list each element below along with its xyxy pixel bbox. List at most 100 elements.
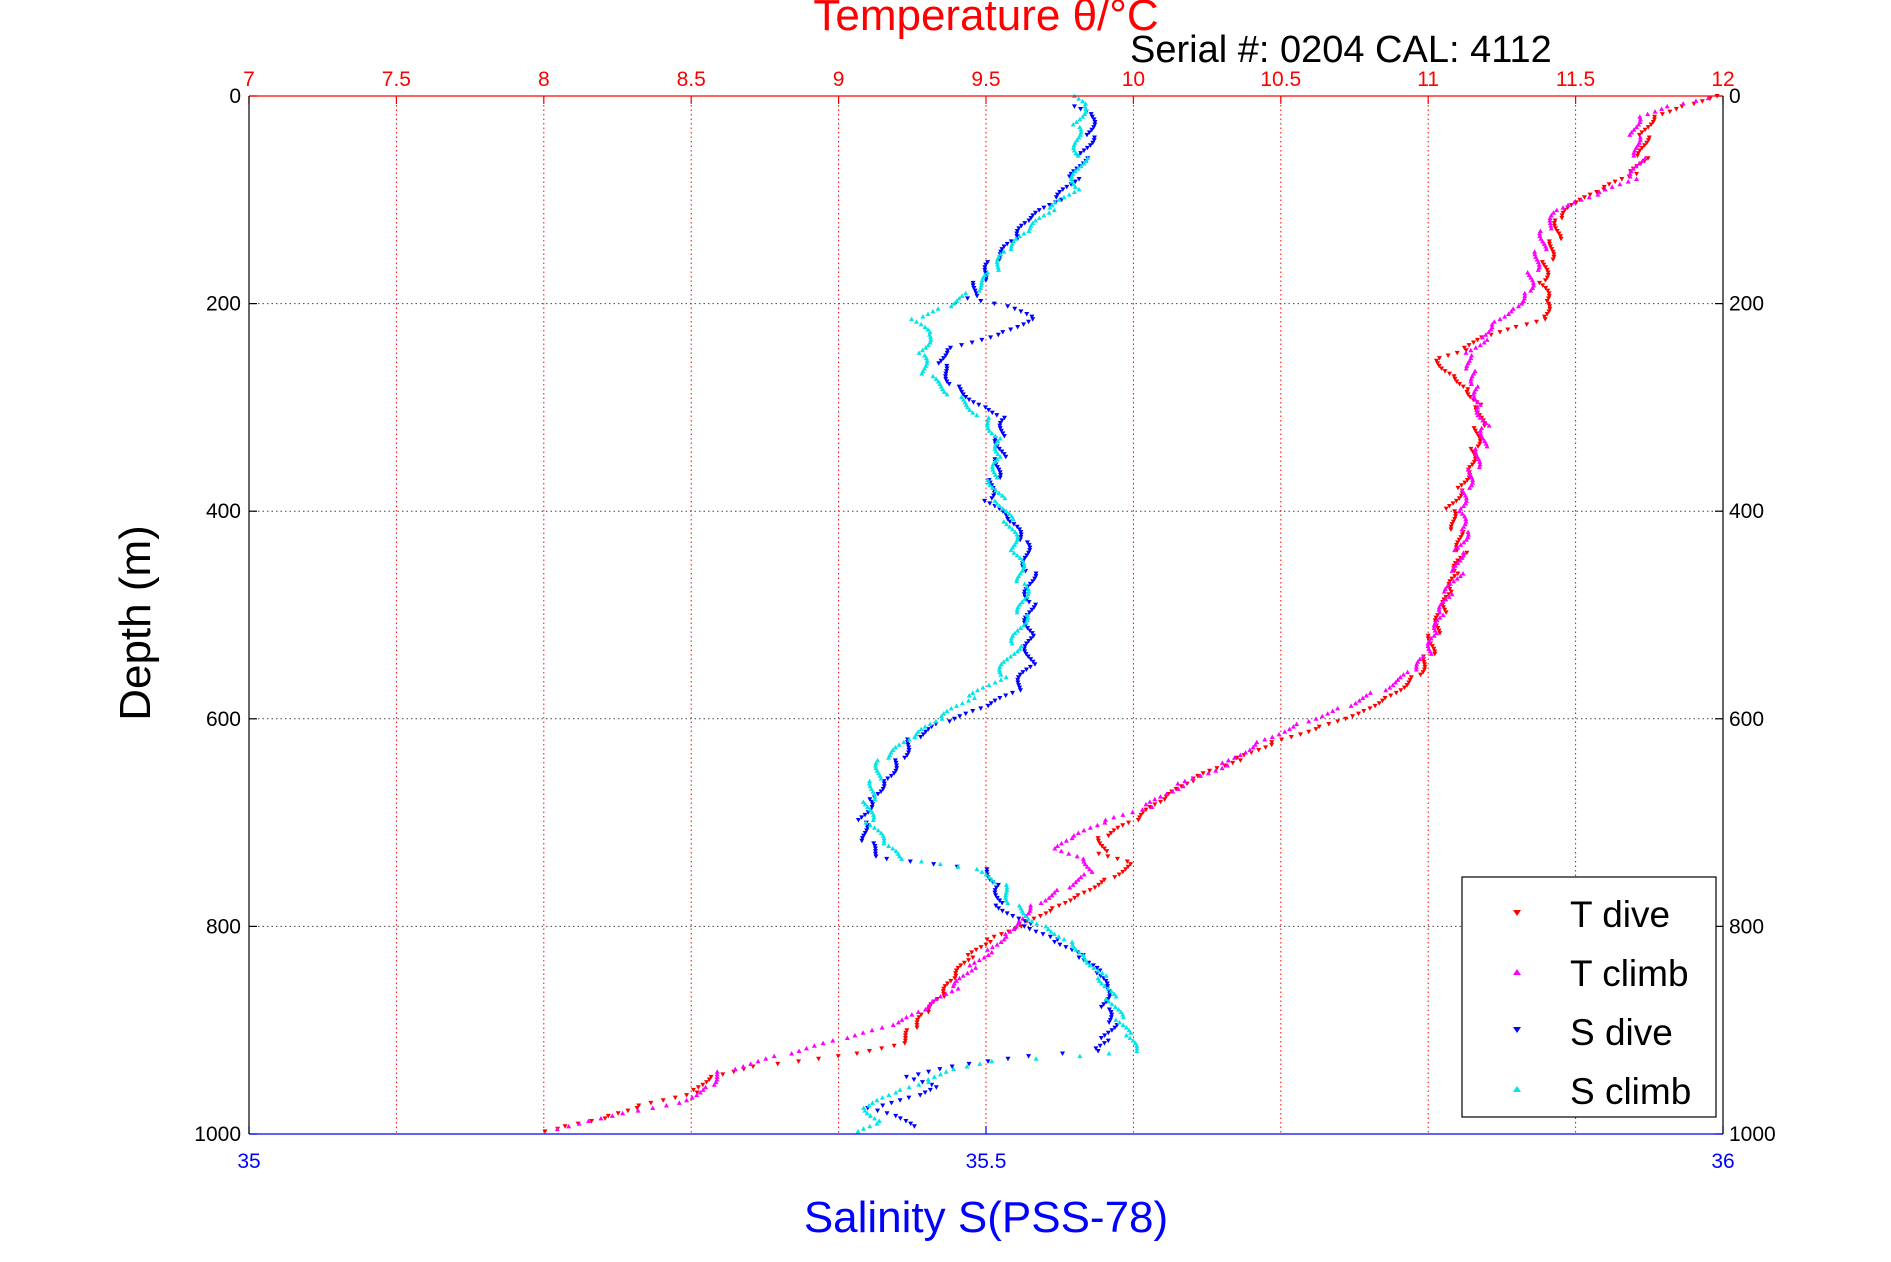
data-point <box>714 1071 720 1077</box>
data-point <box>881 835 887 841</box>
tick-label-temperature: 9 <box>833 68 845 91</box>
data-point <box>952 976 958 981</box>
data-point <box>989 877 995 882</box>
data-point <box>974 866 980 872</box>
data-point <box>1003 882 1009 887</box>
data-point <box>985 417 991 423</box>
data-point <box>636 1103 642 1108</box>
data-point <box>1011 926 1017 931</box>
data-point <box>1022 581 1028 586</box>
data-point <box>1029 607 1035 613</box>
data-point <box>1072 895 1078 901</box>
data-point <box>925 311 931 316</box>
data-point <box>867 1113 873 1118</box>
data-point <box>1470 477 1476 483</box>
data-point <box>1113 993 1119 999</box>
data-point <box>1431 646 1437 652</box>
data-point <box>1175 786 1181 791</box>
data-point <box>914 1025 920 1031</box>
data-point <box>918 859 924 864</box>
data-point <box>884 1111 890 1116</box>
data-point <box>1017 555 1023 560</box>
data-point <box>740 1064 746 1069</box>
data-point <box>1087 825 1093 830</box>
data-point <box>1029 918 1035 924</box>
data-point <box>937 861 943 867</box>
data-point <box>1082 111 1088 117</box>
data-point <box>1330 708 1336 714</box>
data-point <box>937 1067 943 1072</box>
data-point <box>1049 892 1055 898</box>
data-point <box>1120 1022 1126 1028</box>
data-point <box>1105 986 1111 991</box>
data-point <box>1477 402 1483 407</box>
data-point <box>1022 649 1028 654</box>
data-point <box>1428 651 1434 656</box>
data-point <box>1075 877 1081 882</box>
data-point <box>1021 231 1027 236</box>
data-point <box>976 288 982 293</box>
data-point <box>684 1093 690 1098</box>
data-point <box>1625 179 1631 184</box>
data-point <box>1001 249 1007 254</box>
data-point <box>1471 340 1477 346</box>
data-point <box>1219 765 1225 771</box>
data-point <box>1453 511 1459 517</box>
data-point <box>1413 664 1419 669</box>
data-point <box>985 477 991 483</box>
data-point <box>1230 760 1236 766</box>
data-point <box>1537 228 1543 233</box>
data-point <box>1581 195 1587 200</box>
data-point <box>979 277 985 283</box>
data-point <box>1528 288 1534 293</box>
data-point <box>906 737 912 742</box>
data-point <box>1095 1048 1101 1054</box>
data-point <box>970 400 976 405</box>
data-point <box>1459 511 1465 516</box>
data-point <box>1012 529 1018 534</box>
data-point <box>994 895 1000 901</box>
data-point <box>1550 249 1556 255</box>
data-point <box>1457 573 1463 579</box>
data-point <box>1449 591 1455 597</box>
data-point <box>1027 664 1033 670</box>
data-point <box>1520 298 1526 304</box>
data-point <box>1544 299 1550 304</box>
tick-label-temperature: 10 <box>1122 68 1145 91</box>
data-point <box>1086 130 1092 135</box>
data-point <box>1540 238 1546 244</box>
data-point <box>1014 607 1020 612</box>
data-point <box>714 1074 720 1079</box>
data-point <box>998 251 1004 257</box>
data-point <box>871 791 877 797</box>
data-point <box>1056 197 1062 202</box>
data-point <box>1463 350 1469 355</box>
data-point <box>891 771 897 776</box>
data-point <box>1030 579 1036 584</box>
data-point <box>893 848 899 854</box>
data-point <box>1449 568 1455 573</box>
data-point <box>1356 698 1362 703</box>
data-point <box>983 262 989 268</box>
data-point <box>915 1017 921 1023</box>
data-point <box>1099 880 1105 885</box>
data-point <box>1395 677 1401 682</box>
data-point <box>944 391 950 397</box>
data-point <box>1007 929 1013 934</box>
data-point <box>1497 330 1503 335</box>
data-point <box>1454 350 1460 356</box>
data-point <box>1096 851 1102 857</box>
data-point <box>948 705 954 711</box>
data-point <box>1372 703 1378 709</box>
data-point <box>1105 1030 1111 1036</box>
data-point <box>1055 192 1061 198</box>
data-point <box>1422 662 1428 667</box>
data-point <box>1547 306 1553 312</box>
data-point <box>1431 622 1437 628</box>
data-point <box>684 1097 690 1103</box>
data-point <box>971 286 977 291</box>
data-point <box>960 392 966 397</box>
data-point <box>1070 882 1076 887</box>
data-point <box>803 1045 809 1051</box>
data-point <box>1195 773 1201 779</box>
